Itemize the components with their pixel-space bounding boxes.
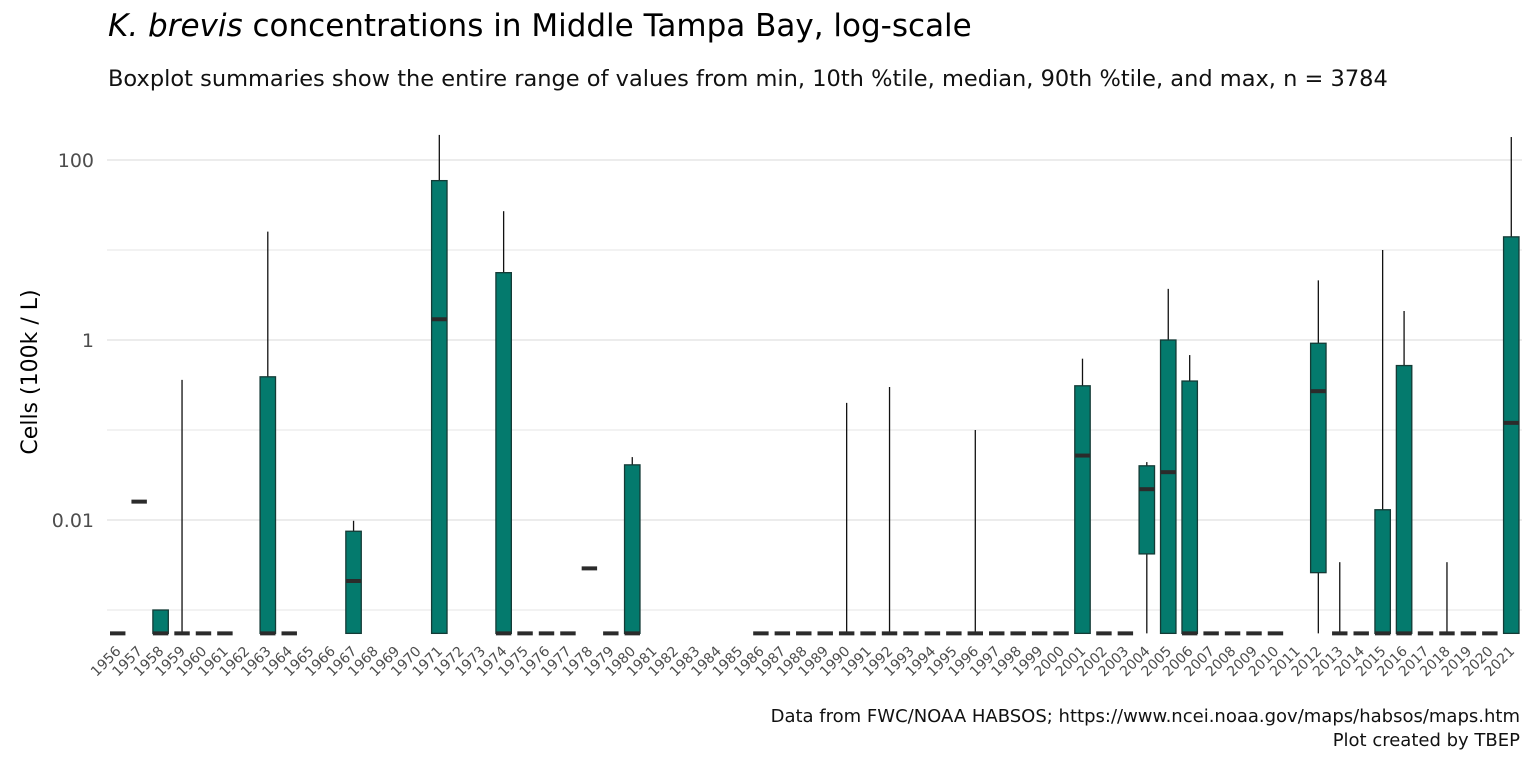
- box-body: [1138, 465, 1156, 555]
- box-body: [1159, 339, 1177, 635]
- title-rest: concentrations in Middle Tampa Bay, log-…: [242, 8, 972, 44]
- box-2004: [1138, 462, 1156, 634]
- caption-credit: Plot created by TBEP: [1332, 730, 1520, 751]
- boxes: [110, 134, 1520, 636]
- y-axis-label: Cells (100k / L): [18, 289, 43, 454]
- box-body: [1074, 385, 1091, 635]
- box-body: [430, 179, 448, 635]
- x-axis-ticks: 1956195719581959196019611962196319641965…: [88, 643, 1518, 680]
- box-1958: [152, 609, 169, 636]
- box-2012: [1309, 280, 1327, 634]
- box-2006: [1181, 355, 1199, 636]
- title-species: K. brevis: [108, 8, 243, 44]
- box-1974: [495, 211, 512, 636]
- box-1980: [623, 457, 641, 636]
- box-1971: [430, 134, 448, 635]
- box-2021: [1502, 137, 1520, 635]
- box-body: [495, 272, 512, 635]
- y-tick-label: 100: [58, 150, 94, 172]
- box-2015: [1374, 250, 1392, 636]
- chart-subtitle: Boxplot summaries show the entire range …: [108, 66, 1388, 92]
- box-2013: [1332, 562, 1348, 636]
- caption: Data from FWC/NOAA HABSOS; https://www.n…: [771, 705, 1520, 753]
- box-2001: [1074, 358, 1091, 635]
- box-body: [1395, 364, 1413, 635]
- box-body: [623, 464, 641, 635]
- y-axis-ticks: 100 1 0.01: [52, 150, 94, 532]
- box-2016: [1395, 311, 1413, 636]
- box-1963: [259, 231, 277, 636]
- chart-title: K. brevis concentrations in Middle Tampa…: [108, 8, 972, 44]
- y-tick-label: 1: [82, 330, 94, 352]
- box-1996: [967, 430, 984, 636]
- box-1959: [174, 379, 190, 636]
- box-2005: [1159, 288, 1177, 635]
- box-2018: [1439, 562, 1455, 636]
- box-1990: [838, 402, 855, 636]
- box-body: [152, 609, 169, 635]
- box-body: [259, 376, 277, 635]
- box-1967: [345, 520, 362, 635]
- box-body: [1502, 236, 1520, 635]
- box-body: [1374, 509, 1392, 635]
- box-body: [1309, 342, 1327, 574]
- caption-source: Data from FWC/NOAA HABSOS; https://www.n…: [770, 706, 1520, 727]
- y-tick-label: 0.01: [52, 510, 94, 532]
- gridlines: [107, 159, 1522, 611]
- box-1992: [881, 387, 898, 636]
- box-body: [1181, 380, 1199, 635]
